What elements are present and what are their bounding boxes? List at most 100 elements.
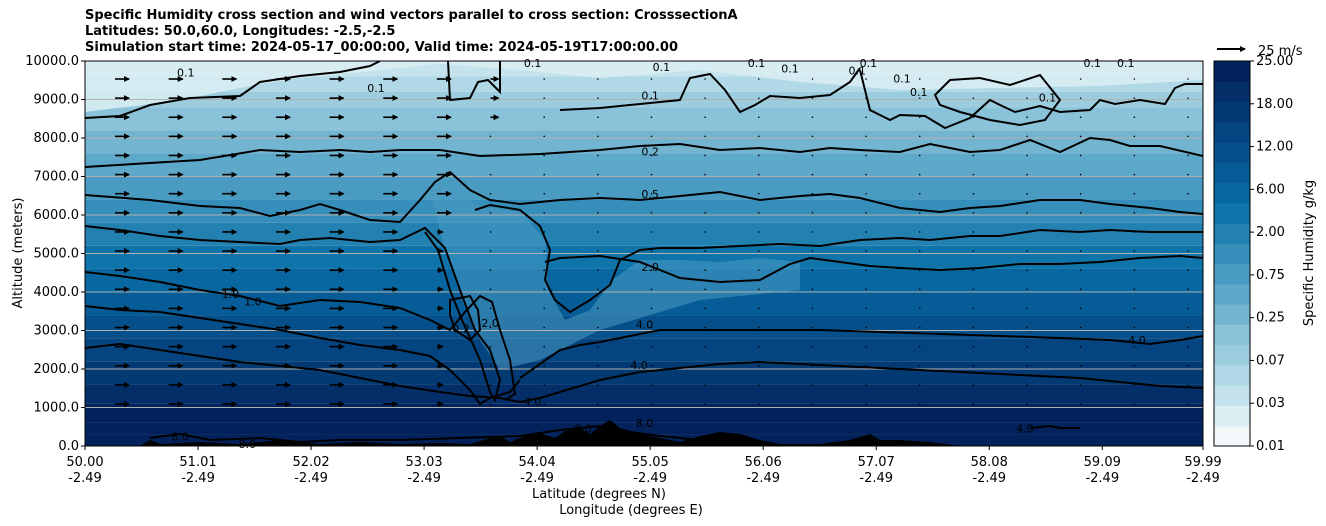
colorbar-level <box>1214 81 1250 103</box>
contour-2.0-b <box>544 254 1203 284</box>
wind-vector <box>972 403 975 405</box>
wind-vector <box>865 269 867 271</box>
wind-vector <box>597 307 599 310</box>
wind-vector <box>1026 269 1028 271</box>
wind-vector <box>1133 78 1136 80</box>
wind-vector <box>758 154 760 157</box>
wind-vector <box>1133 154 1136 157</box>
contour-1.0 <box>85 225 502 403</box>
contour-4.0-b <box>519 329 1203 379</box>
wind-vector <box>1133 307 1136 310</box>
wind-vector <box>1187 116 1189 119</box>
wind-vector <box>865 135 867 138</box>
colorbar-level <box>1214 182 1250 204</box>
wind-vector <box>1026 345 1028 348</box>
y-tick-label: 8000.0 <box>34 131 80 146</box>
contour-label: 0.1 <box>860 57 878 70</box>
wind-vector <box>865 97 867 99</box>
terrain <box>85 420 960 446</box>
contour-2.0 <box>85 271 517 401</box>
x-tick-label-lon: -2.49 <box>859 471 893 486</box>
wind-vector <box>1187 231 1189 233</box>
contour-0.2 <box>85 136 1203 168</box>
wind-vector <box>489 154 492 157</box>
wind-vector <box>489 250 492 252</box>
wind-vector <box>650 231 653 233</box>
wind-vector <box>1026 116 1028 119</box>
colorbar-level <box>1214 121 1250 143</box>
wind-vector <box>1133 345 1136 348</box>
contour-0.1-left <box>85 61 381 119</box>
wind-vector <box>1133 250 1136 252</box>
contour-label: 0.1 <box>177 67 195 80</box>
wind-vector <box>811 250 814 252</box>
x-tick-label-lon: -2.49 <box>746 471 780 486</box>
chart-title-line-2: Latitudes: 50.0,60.0, Longitudes: -2.5,-… <box>85 24 396 39</box>
wind-vector <box>704 154 706 157</box>
contour-label: 0.1 <box>1117 57 1135 70</box>
wind-vector <box>758 403 760 405</box>
wind-vector <box>543 78 545 80</box>
humidity-band-top <box>85 61 1203 112</box>
wind-vector <box>597 288 599 291</box>
y-tick-label: 9000.0 <box>34 93 80 108</box>
wind-vector <box>918 269 921 271</box>
wind-vector <box>704 97 706 99</box>
x-tick-label-lat: 50.00 <box>66 455 103 470</box>
humidity-band-dry-intrusion <box>430 175 800 370</box>
contour-label: 4.0 <box>1128 334 1146 347</box>
colorbar-tick-label: 2.00 <box>1256 225 1285 240</box>
wind-vector <box>489 269 492 271</box>
wind-vector <box>811 384 814 386</box>
x-tick-label-lon: -2.49 <box>68 471 102 486</box>
y-tick-label: 6000.0 <box>34 208 80 223</box>
contour-label: 8.0 <box>171 430 189 443</box>
wind-vector <box>597 97 599 99</box>
y-tick-label: 4000.0 <box>34 285 80 300</box>
wind-vector <box>1187 403 1189 405</box>
wind-vector <box>543 326 545 329</box>
wind-vector <box>1187 326 1189 329</box>
contour-label: 0.1 <box>781 63 799 76</box>
wind-vector <box>972 192 975 195</box>
humidity-band <box>85 130 1203 154</box>
wind-vector <box>543 345 545 348</box>
wind-vector <box>597 154 599 157</box>
contour-0.1-c <box>859 69 1203 130</box>
wind-vector <box>597 345 599 348</box>
humidity-band <box>85 384 1203 404</box>
colorbar-level <box>1214 202 1250 224</box>
wind-vector <box>489 345 492 348</box>
contour-4.0-d <box>1029 424 1080 429</box>
wind-vector <box>918 250 921 252</box>
wind-vector <box>489 212 492 214</box>
wind-vector <box>650 326 653 329</box>
wind-vector <box>543 116 545 119</box>
wind-vector <box>1079 364 1082 367</box>
wind-vector <box>758 345 760 348</box>
wind-vector <box>972 364 975 367</box>
wind-vector <box>1026 364 1028 367</box>
wind-vector <box>543 403 545 405</box>
x-tick-label-lon: -2.49 <box>181 471 215 486</box>
wind-vector <box>1026 135 1028 138</box>
wind-vector <box>1133 212 1136 214</box>
colorbar-tick-label: 0.03 <box>1256 396 1285 411</box>
wind-vector <box>972 154 975 157</box>
colorbar-label: Specific Humidity g/kg <box>1302 180 1317 326</box>
y-tick-label: 3000.0 <box>34 324 80 339</box>
wind-vector <box>1187 307 1189 310</box>
wind-vector <box>704 116 706 119</box>
wind-vector <box>650 269 653 271</box>
wind-vector <box>489 384 492 386</box>
wind-vector <box>543 173 545 176</box>
wind-vector <box>650 403 653 405</box>
wind-vector <box>1187 288 1189 291</box>
wind-vector <box>597 269 599 271</box>
contour-label: 0.1 <box>893 72 911 85</box>
colorbar-level <box>1214 344 1250 366</box>
x-tick-label-lat: 58.08 <box>971 455 1008 470</box>
y-tick-label: 5000.0 <box>34 247 80 262</box>
contour-0.1-b <box>559 67 861 114</box>
wind-vector <box>972 78 975 80</box>
